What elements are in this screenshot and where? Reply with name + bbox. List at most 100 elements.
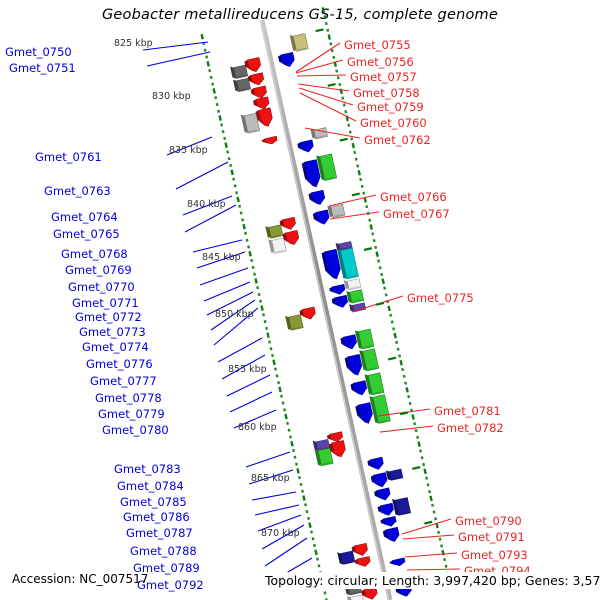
gene-label[interactable]: Gmet_0773	[79, 325, 146, 339]
gene-label[interactable]: Gmet_0772	[75, 310, 142, 324]
gene-glyph	[337, 247, 359, 280]
label-leader-line	[329, 211, 380, 220]
gene-label[interactable]: Gmet_0750	[5, 45, 72, 59]
genome-summary-text: Topology: circular; Length: 3,997,420 bp…	[263, 572, 600, 589]
gene-glyph	[289, 33, 309, 52]
gene-glyph	[278, 51, 295, 68]
gene-label[interactable]: Gmet_0792	[137, 578, 204, 592]
gene-glyph	[350, 380, 368, 396]
label-leader-line	[213, 307, 259, 346]
gene-label[interactable]: Gmet_0788	[130, 544, 197, 558]
gene-glyph	[282, 229, 300, 246]
gene-label[interactable]: Gmet_0782	[437, 421, 504, 435]
gene-label[interactable]: Gmet_0779	[98, 407, 165, 421]
gene-label[interactable]: Gmet_0789	[133, 561, 200, 575]
gene-glyph	[230, 64, 249, 79]
gene-label[interactable]: Gmet_0791	[458, 530, 525, 544]
gene-label[interactable]: Gmet_0784	[117, 479, 184, 493]
gene-label[interactable]: Gmet_0785	[120, 495, 187, 509]
scale-tick-label: 865 kbp	[251, 473, 290, 484]
gene-label[interactable]: Gmet_0767	[383, 207, 450, 221]
gene-glyph	[359, 348, 380, 372]
gene-label[interactable]: Gmet_0781	[434, 404, 501, 418]
gene-glyph	[310, 127, 328, 140]
gene-glyph	[255, 107, 273, 127]
gene-label[interactable]: Gmet_0771	[72, 296, 139, 310]
gene-label[interactable]: Gmet_0783	[114, 462, 181, 476]
label-leader-line	[404, 552, 458, 558]
gene-label[interactable]: Gmet_0764	[51, 210, 118, 224]
gene-glyph	[374, 487, 391, 501]
genome-backbone	[259, 19, 393, 600]
gene-label[interactable]: Gmet_0775	[407, 291, 474, 305]
gene-glyph	[351, 542, 368, 556]
gene-glyph	[355, 402, 373, 424]
gene-glyph	[261, 135, 278, 145]
gene-label[interactable]: Gmet_0778	[95, 391, 162, 405]
gene-glyph	[385, 468, 404, 481]
label-leader-line	[226, 374, 271, 397]
gene-label[interactable]: Gmet_0777	[90, 374, 157, 388]
gene-glyph	[337, 550, 356, 565]
label-leader-line	[203, 281, 251, 302]
scale-tick-label: 840 kbp	[187, 199, 226, 210]
label-leader-line	[299, 92, 357, 122]
gene-glyph	[285, 314, 304, 331]
label-leader-lines-right	[295, 42, 461, 571]
gene-label[interactable]: Gmet_0774	[82, 340, 149, 354]
gene-label[interactable]: Gmet_0763	[44, 184, 111, 198]
gene-glyph	[321, 248, 341, 280]
label-leader-line	[251, 491, 297, 501]
gene-label[interactable]: Gmet_0758	[353, 86, 420, 100]
gene-label[interactable]: Gmet_0762	[364, 133, 431, 147]
gene-label[interactable]: Gmet_0769	[65, 263, 132, 277]
gene-glyph	[232, 77, 251, 92]
gene-label[interactable]: Gmet_0766	[380, 190, 447, 204]
gene-label[interactable]: Gmet_0760	[360, 116, 427, 130]
gene-label[interactable]: Gmet_0761	[35, 150, 102, 164]
accession-text: Accession: NC_007517	[12, 572, 149, 586]
gene-label[interactable]: Gmet_0759	[357, 100, 424, 114]
gene-glyph	[314, 447, 334, 467]
gene-glyph	[340, 334, 357, 350]
label-leader-line	[406, 568, 461, 571]
label-leader-line	[379, 425, 434, 433]
gene-label[interactable]: Gmet_0751	[9, 61, 76, 75]
gene-label[interactable]: Gmet_0790	[455, 514, 522, 528]
gene-label[interactable]: Gmet_0786	[123, 510, 190, 524]
gene-glyph	[354, 328, 375, 350]
gene-label[interactable]: Gmet_0776	[86, 357, 153, 371]
gene-label[interactable]: Gmet_0768	[61, 247, 128, 261]
scale-tick-label: 870 kbp	[261, 528, 300, 539]
gene-label[interactable]: Gmet_0793	[461, 548, 528, 562]
gene-label[interactable]: Gmet_0780	[102, 423, 169, 437]
gene-glyph	[250, 85, 267, 99]
gene-glyph	[344, 353, 363, 376]
label-leader-line	[210, 299, 256, 331]
gene-label[interactable]: Gmet_0756	[347, 55, 414, 69]
gene-glyph	[240, 112, 261, 134]
gene-label[interactable]: Gmet_0787	[126, 526, 193, 540]
gene-glyph	[331, 294, 348, 308]
gene-glyph	[244, 57, 261, 73]
gene-label[interactable]: Gmet_0765	[53, 227, 120, 241]
gene-glyph	[370, 472, 388, 488]
gene-label[interactable]: Gmet_0755	[344, 38, 411, 52]
label-leader-line	[296, 74, 347, 77]
gene-glyph	[265, 224, 284, 239]
gene-glyph	[301, 159, 321, 188]
scale-tick-marks	[315, 28, 445, 580]
gene-label[interactable]: Gmet_0770	[68, 280, 135, 294]
gene-glyph	[308, 189, 326, 205]
gene-glyph	[326, 431, 343, 442]
gene-glyph	[343, 278, 362, 291]
label-leader-line	[166, 136, 213, 156]
gene-label[interactable]: Gmet_0757	[350, 70, 417, 84]
label-leader-line	[233, 409, 277, 429]
gene-glyph	[364, 372, 385, 396]
label-leader-line	[184, 204, 237, 233]
label-leader-line	[264, 537, 308, 567]
gene-glyph	[316, 153, 338, 181]
gene-glyph	[268, 237, 287, 254]
